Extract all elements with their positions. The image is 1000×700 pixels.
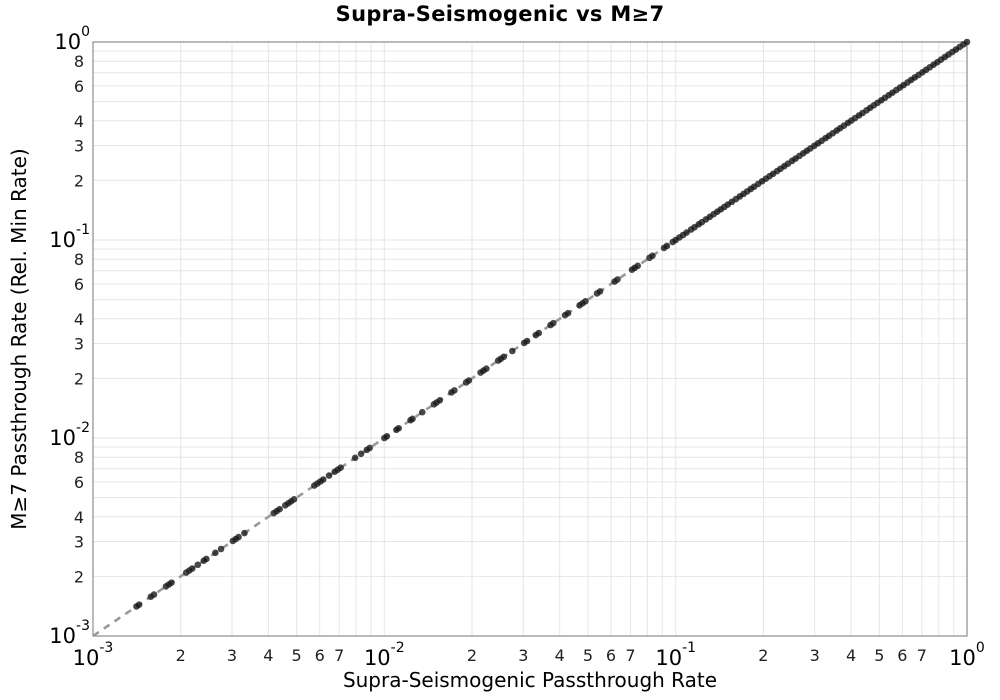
data-point bbox=[663, 242, 671, 250]
y-minor-tick-label: 3 bbox=[74, 137, 84, 156]
y-minor-tick-label: 2 bbox=[74, 369, 84, 388]
x-minor-tick-label: 6 bbox=[897, 646, 907, 665]
data-point bbox=[634, 262, 642, 270]
x-minor-tick-label: 6 bbox=[315, 646, 325, 665]
data-point bbox=[596, 288, 604, 295]
data-point bbox=[203, 555, 210, 563]
data-point bbox=[357, 450, 365, 458]
y-minor-tick-label: 4 bbox=[74, 310, 84, 329]
data-point bbox=[419, 408, 426, 416]
data-point bbox=[451, 387, 458, 394]
data-point bbox=[383, 433, 391, 440]
data-point bbox=[337, 464, 344, 471]
data-point bbox=[150, 591, 158, 598]
x-minor-tick-label: 3 bbox=[810, 646, 820, 665]
x-minor-tick-label: 2 bbox=[467, 646, 477, 665]
data-point bbox=[549, 319, 557, 327]
y-major-tick-label: 100 bbox=[54, 24, 90, 54]
data-point bbox=[217, 545, 225, 553]
plot-border bbox=[92, 41, 968, 637]
x-major-tick-label: 10-3 bbox=[73, 640, 114, 670]
data-point bbox=[535, 329, 543, 337]
scatter-points bbox=[133, 38, 971, 610]
x-major-tick-label: 100 bbox=[949, 640, 985, 670]
chart-title: Supra-Seismogenic vs M≥7 bbox=[335, 2, 665, 26]
y-minor-tick-label: 6 bbox=[74, 77, 84, 96]
x-minor-tick-label: 4 bbox=[555, 646, 565, 665]
data-point bbox=[241, 529, 248, 537]
x-minor-tick-label: 5 bbox=[292, 646, 302, 665]
x-minor-tick-label: 2 bbox=[758, 646, 768, 665]
x-minor-tick-label: 7 bbox=[917, 646, 927, 665]
data-point bbox=[614, 276, 621, 283]
x-minor-tick-label: 3 bbox=[518, 646, 528, 665]
x-major-tick-label: 10-2 bbox=[364, 640, 405, 670]
data-point bbox=[351, 454, 359, 462]
y-minor-tick-label: 2 bbox=[74, 567, 84, 586]
data-point bbox=[582, 298, 589, 305]
data-point bbox=[963, 38, 971, 46]
data-point bbox=[319, 476, 327, 483]
x-minor-tick-label: 6 bbox=[606, 646, 616, 665]
data-point bbox=[483, 365, 490, 372]
data-point bbox=[649, 252, 656, 260]
x-minor-tick-label: 5 bbox=[874, 646, 884, 665]
y-minor-tick-label: 2 bbox=[74, 171, 84, 190]
y-major-tick-label: 10-2 bbox=[49, 420, 90, 450]
y-minor-tick-label: 6 bbox=[74, 473, 84, 492]
x-minor-tick-label: 3 bbox=[227, 646, 237, 665]
y-major-tick-label: 10-3 bbox=[49, 618, 90, 648]
x-minor-tick-label: 7 bbox=[334, 646, 344, 665]
data-point bbox=[509, 347, 516, 355]
data-point bbox=[212, 549, 219, 557]
data-point bbox=[366, 444, 374, 452]
y-major-tick-label: 10-1 bbox=[49, 222, 90, 252]
y-minor-tick-label: 3 bbox=[74, 335, 84, 354]
x-minor-tick-label: 2 bbox=[176, 646, 186, 665]
data-point bbox=[188, 565, 196, 572]
x-minor-tick-label: 4 bbox=[846, 646, 856, 665]
data-point bbox=[395, 424, 402, 432]
y-minor-tick-label: 4 bbox=[74, 508, 84, 527]
data-point bbox=[523, 337, 531, 345]
x-minor-tick-label: 5 bbox=[583, 646, 593, 665]
data-point bbox=[465, 377, 473, 384]
data-point bbox=[194, 561, 202, 569]
data-point bbox=[500, 353, 508, 361]
x-major-tick-label: 10-1 bbox=[655, 640, 696, 670]
y-minor-tick-label: 3 bbox=[74, 533, 84, 552]
x-axis-label: Supra-Seismogenic Passthrough Rate bbox=[342, 668, 718, 692]
data-point bbox=[135, 601, 143, 608]
y-minor-tick-label: 8 bbox=[74, 250, 84, 269]
data-point bbox=[290, 496, 298, 503]
y-minor-tick-label: 4 bbox=[74, 112, 84, 131]
data-point bbox=[325, 472, 333, 479]
x-minor-tick-label: 7 bbox=[625, 646, 635, 665]
y-minor-tick-label: 8 bbox=[74, 52, 84, 71]
data-point bbox=[409, 415, 416, 423]
data-point bbox=[564, 309, 572, 317]
y-minor-tick-label: 6 bbox=[74, 275, 84, 294]
data-point bbox=[235, 533, 242, 541]
x-minor-tick-label: 4 bbox=[263, 646, 273, 665]
y-minor-tick-label: 8 bbox=[74, 448, 84, 467]
data-point bbox=[276, 505, 283, 513]
data-point bbox=[168, 579, 175, 586]
data-point bbox=[436, 397, 444, 404]
